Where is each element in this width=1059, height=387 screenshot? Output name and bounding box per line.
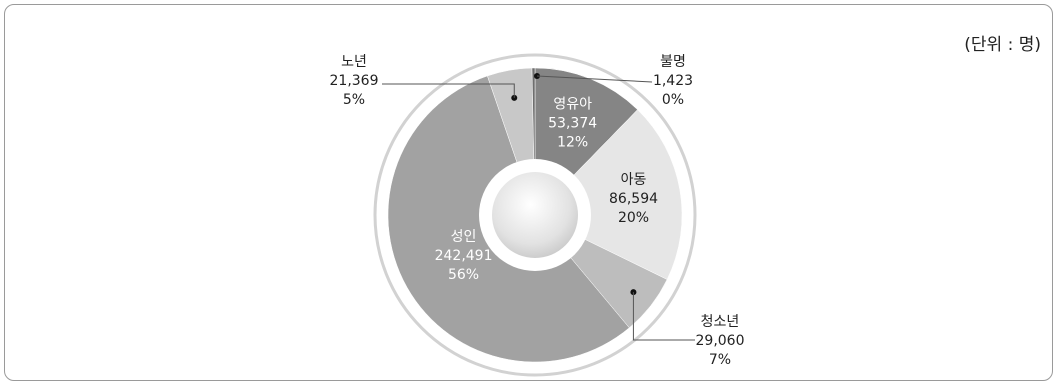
slice-label-1-value: 86,594 — [609, 191, 658, 207]
slice-label-0-value: 53,374 — [548, 115, 597, 131]
chart-frame — [4, 4, 1053, 381]
unit-label: (단위 : 명) — [964, 35, 1041, 55]
pie-slice-1 — [534, 109, 683, 280]
slice-label-0-name: 영유아 — [553, 96, 592, 112]
slice-label-4-percent: 5% — [343, 92, 365, 108]
slice-label-3-percent: 56% — [448, 267, 479, 283]
slice-label-5-leader — [536, 75, 653, 83]
slice-label-3-value: 242,491 — [435, 248, 493, 264]
pie-center-hub — [492, 172, 578, 258]
slice-label-5-name: 불명 — [660, 54, 686, 70]
slice-label-4-value: 21,369 — [330, 73, 379, 89]
slice-label-3-name: 성인 — [451, 229, 477, 245]
slice-label-4-name: 노년 — [341, 54, 367, 70]
slice-label-2-name: 청소년 — [701, 314, 740, 330]
slice-label-0-percent: 12% — [557, 134, 588, 150]
slice-label-1-name: 아동 — [621, 172, 647, 188]
slice-label-4-leader — [382, 83, 515, 98]
slice-label-2-value: 29,060 — [696, 333, 745, 349]
slice-label-1-percent: 20% — [618, 210, 649, 226]
slice-label-2-percent: 7% — [709, 352, 731, 368]
slice-label-5-value: 1,423 — [653, 73, 693, 89]
slice-label-2-leader — [632, 292, 695, 341]
slice-label-5-percent: 0% — [662, 92, 684, 108]
